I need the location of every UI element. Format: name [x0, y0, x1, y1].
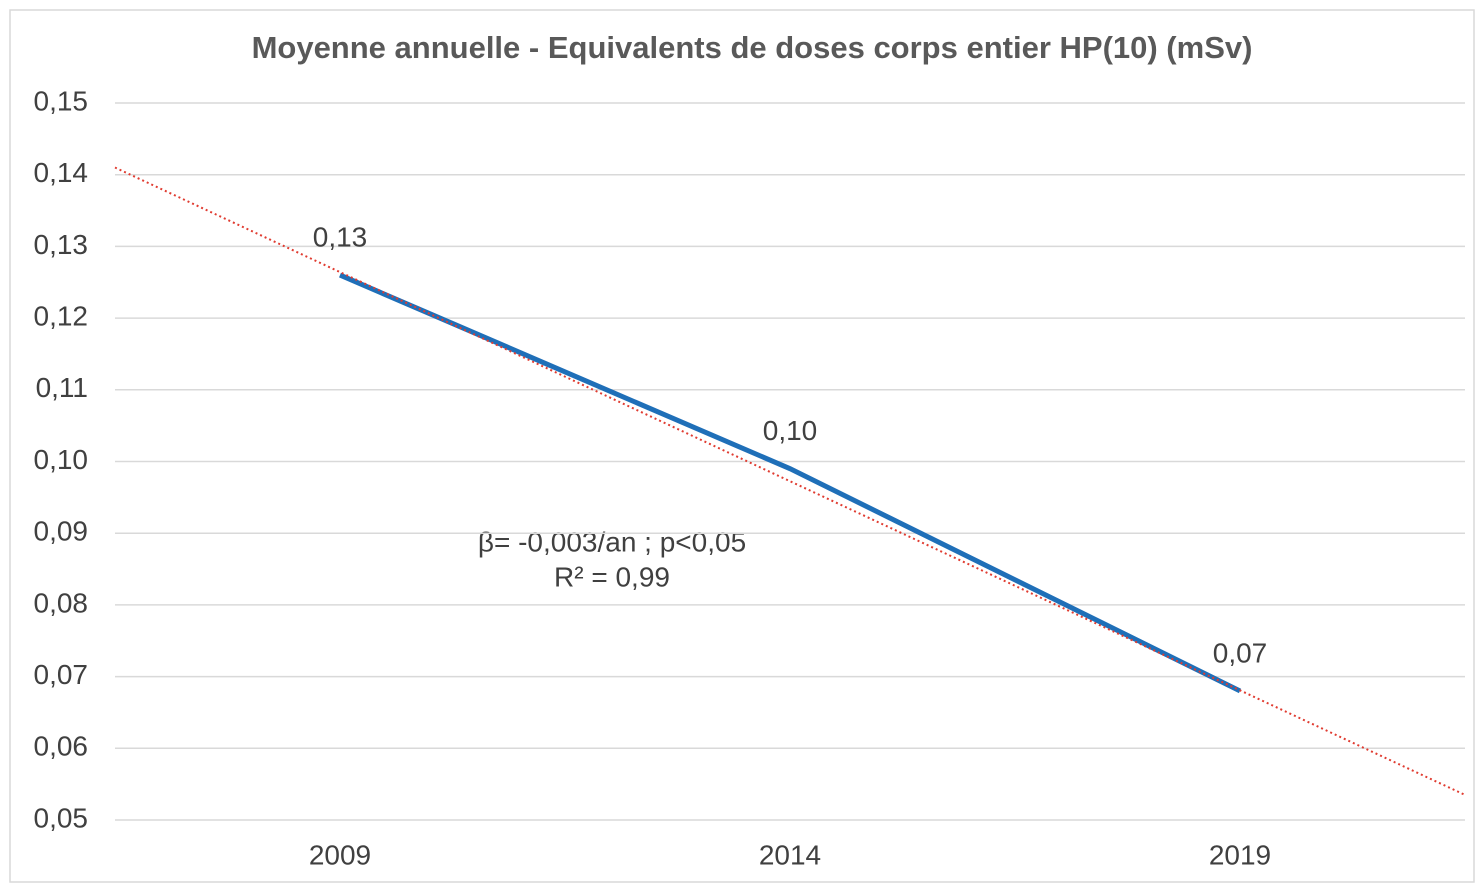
annotation: β= -0,003/an ; p<0,05	[478, 526, 746, 557]
y-tick-label: 0,10	[34, 444, 89, 475]
data-line	[339, 272, 1242, 694]
y-tick-label: 0,14	[34, 157, 89, 188]
y-tick-label: 0,08	[34, 587, 89, 618]
x-tick-label: 2019	[1209, 839, 1271, 870]
annotation: R² = 0,99	[554, 561, 670, 592]
chart-title: Moyenne annuelle - Equivalents de doses …	[252, 30, 1253, 65]
y-tick-label: 0,11	[36, 372, 88, 403]
y-tick-label: 0,13	[34, 229, 89, 260]
data-label: 0,07	[1213, 637, 1268, 668]
data-label: 0,13	[313, 221, 368, 252]
data-label: 0,10	[763, 415, 818, 446]
y-tick-label: 0,06	[34, 731, 89, 762]
trendline	[114, 166, 1466, 796]
x-tick-label: 2009	[309, 839, 371, 870]
y-tick-label: 0,09	[34, 516, 89, 547]
x-tick-label: 2014	[759, 839, 821, 870]
y-tick-label: 0,15	[34, 85, 89, 116]
y-tick-label: 0,05	[34, 802, 89, 833]
y-tick-label: 0,07	[34, 659, 89, 690]
y-tick-label: 0,12	[34, 300, 89, 331]
